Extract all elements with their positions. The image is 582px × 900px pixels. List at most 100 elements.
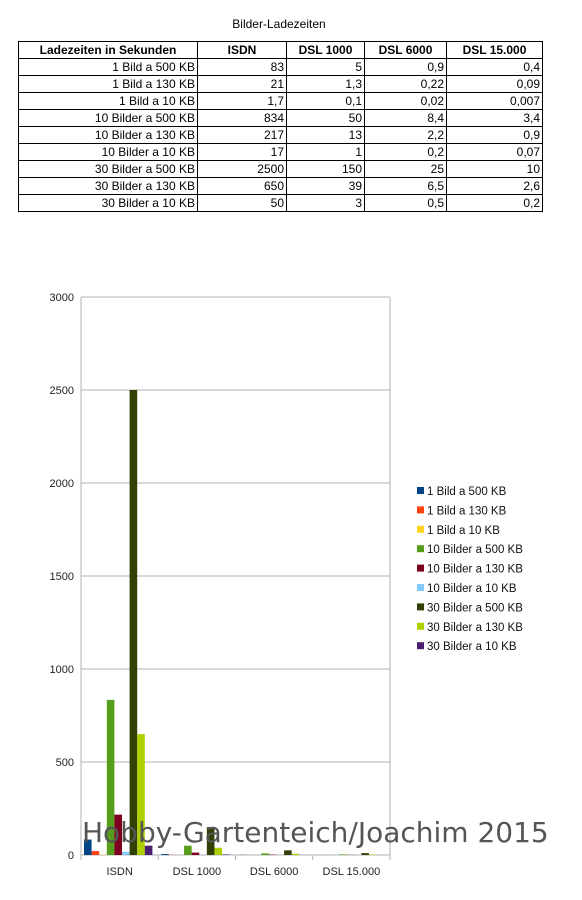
y-tick-label: 0 bbox=[68, 850, 74, 862]
legend-label: 10 Bilder a 130 KB bbox=[427, 564, 523, 576]
bar bbox=[106, 699, 115, 855]
table-header-row: Ladezeiten in Sekunden ISDN DSL 1000 DSL… bbox=[18, 41, 543, 59]
y-tick-label: 1500 bbox=[50, 571, 74, 583]
value-cell: 217 bbox=[197, 126, 287, 144]
value-cell: 150 bbox=[286, 160, 365, 178]
x-tick-label: DSL 1000 bbox=[173, 866, 222, 878]
value-cell: 0,22 bbox=[364, 75, 447, 93]
value-cell: 834 bbox=[197, 109, 287, 127]
row-label-cell: 30 Bilder a 500 KB bbox=[18, 160, 198, 178]
value-cell: 2,6 bbox=[446, 177, 543, 195]
value-cell: 0,02 bbox=[364, 92, 447, 110]
bar bbox=[129, 390, 138, 855]
watermark: Hobby-Gartenteich/Joachim 2015 bbox=[82, 816, 549, 849]
legend-swatch bbox=[417, 506, 424, 514]
value-cell: 21 bbox=[197, 75, 287, 93]
legend-swatch bbox=[417, 545, 424, 553]
row-label-cell: 1 Bild a 500 KB bbox=[18, 58, 198, 76]
value-cell: 17 bbox=[197, 143, 287, 161]
legend-swatch bbox=[417, 622, 424, 630]
value-cell: 650 bbox=[197, 177, 287, 195]
x-tick-label: DSL 6000 bbox=[250, 866, 299, 878]
legend-label: 1 Bild a 500 KB bbox=[427, 486, 507, 498]
value-cell: 6,5 bbox=[364, 177, 447, 195]
bar bbox=[214, 847, 223, 855]
row-label-cell: 30 Bilder a 10 KB bbox=[18, 194, 198, 212]
value-cell: 1,7 bbox=[197, 92, 287, 110]
table-row: 1 Bild a 500 KB 83 5 0,9 0,4 bbox=[18, 58, 543, 76]
load-times-table: Ladezeiten in Sekunden ISDN DSL 1000 DSL… bbox=[18, 41, 543, 212]
bar bbox=[284, 850, 292, 855]
y-tick-label: 500 bbox=[56, 757, 74, 769]
row-label-cell: 10 Bilder a 500 KB bbox=[18, 109, 198, 127]
table-row: 10 Bilder a 500 KB 834 50 8,4 3,4 bbox=[18, 109, 543, 127]
value-cell: 0,2 bbox=[364, 143, 447, 161]
legend-swatch bbox=[417, 564, 424, 572]
row-label-cell: 1 Bild a 130 KB bbox=[18, 75, 198, 93]
y-tick-label: 2000 bbox=[50, 478, 74, 490]
value-cell: 50 bbox=[197, 194, 287, 212]
value-cell: 3,4 bbox=[446, 109, 543, 127]
table-row: 1 Bild a 10 KB 1,7 0,1 0,02 0,007 bbox=[18, 92, 543, 110]
bar bbox=[261, 853, 269, 855]
value-cell: 50 bbox=[286, 109, 365, 127]
bar-chart: 0 500 1000 1500 2000 2500 3000 ISDN DSL 1000 DSL … bbox=[50, 292, 524, 878]
table-row: 10 Bilder a 130 KB 217 13 2,2 0,9 bbox=[18, 126, 543, 144]
bar bbox=[114, 814, 122, 855]
bar bbox=[91, 851, 100, 855]
value-cell: 0,5 bbox=[364, 194, 447, 212]
legend-label: 10 Bilder a 10 KB bbox=[427, 583, 517, 595]
y-tick-label: 2500 bbox=[50, 385, 74, 397]
value-cell: 25 bbox=[364, 160, 447, 178]
bar bbox=[361, 853, 369, 855]
bar bbox=[191, 852, 200, 855]
bar bbox=[184, 845, 192, 855]
table-row: 30 Bilder a 130 KB 650 39 6,5 2,6 bbox=[18, 177, 543, 195]
bar bbox=[206, 827, 215, 855]
table-row: 10 Bilder a 10 KB 17 1 0,2 0,07 bbox=[18, 143, 543, 161]
value-cell: 2500 bbox=[197, 160, 287, 178]
legend-swatch bbox=[417, 487, 424, 494]
legend-label: 1 Bild a 130 KB bbox=[427, 505, 507, 517]
value-cell: 0,4 bbox=[446, 58, 543, 76]
row-label-cell: 10 Bilder a 130 KB bbox=[18, 126, 198, 144]
header-cell: ISDN bbox=[197, 41, 287, 59]
header-cell: Ladezeiten in Sekunden bbox=[18, 41, 198, 59]
x-tick-label: DSL 15.000 bbox=[323, 866, 381, 878]
value-cell: 10 bbox=[446, 160, 543, 178]
legend-label: 10 Bilder a 500 KB bbox=[427, 544, 523, 556]
value-cell: 13 bbox=[286, 126, 365, 144]
value-cell: 3 bbox=[286, 194, 365, 212]
value-cell: 0,2 bbox=[446, 194, 543, 212]
value-cell: 0,9 bbox=[446, 126, 543, 144]
y-tick-label: 3000 bbox=[50, 292, 74, 304]
bar bbox=[137, 734, 145, 855]
bar bbox=[144, 845, 153, 855]
bar bbox=[84, 839, 92, 855]
legend-swatch bbox=[417, 642, 424, 650]
row-label-cell: 10 Bilder a 10 KB bbox=[18, 143, 198, 161]
bar bbox=[161, 854, 169, 855]
legend-label: 30 Bilder a 130 KB bbox=[427, 622, 523, 634]
legend-swatch bbox=[417, 525, 424, 533]
legend-swatch bbox=[417, 584, 424, 591]
bar bbox=[338, 854, 347, 855]
table-row: 1 Bild a 130 KB 21 1,3 0,22 0,09 bbox=[18, 75, 543, 93]
y-tick-label: 1000 bbox=[50, 664, 74, 676]
value-cell: 1,3 bbox=[286, 75, 365, 93]
table-row: 30 Bilder a 500 KB 2500 150 25 10 bbox=[18, 160, 543, 178]
value-cell: 2,2 bbox=[364, 126, 447, 144]
value-cell: 8,4 bbox=[364, 109, 447, 127]
row-label-cell: 30 Bilder a 130 KB bbox=[18, 177, 198, 195]
value-cell: 39 bbox=[286, 177, 365, 195]
legend-label: 30 Bilder a 10 KB bbox=[427, 641, 517, 653]
x-tick-label: ISDN bbox=[106, 866, 132, 878]
legend-swatch bbox=[417, 603, 424, 611]
value-cell: 0,1 bbox=[286, 92, 365, 110]
value-cell: 0,09 bbox=[446, 75, 543, 93]
header-cell: DSL 1000 bbox=[286, 41, 365, 59]
bar bbox=[291, 853, 300, 855]
table-row: 30 Bilder a 10 KB 50 3 0,5 0,2 bbox=[18, 194, 543, 212]
value-cell: 0,007 bbox=[446, 92, 543, 110]
value-cell: 83 bbox=[197, 58, 287, 76]
